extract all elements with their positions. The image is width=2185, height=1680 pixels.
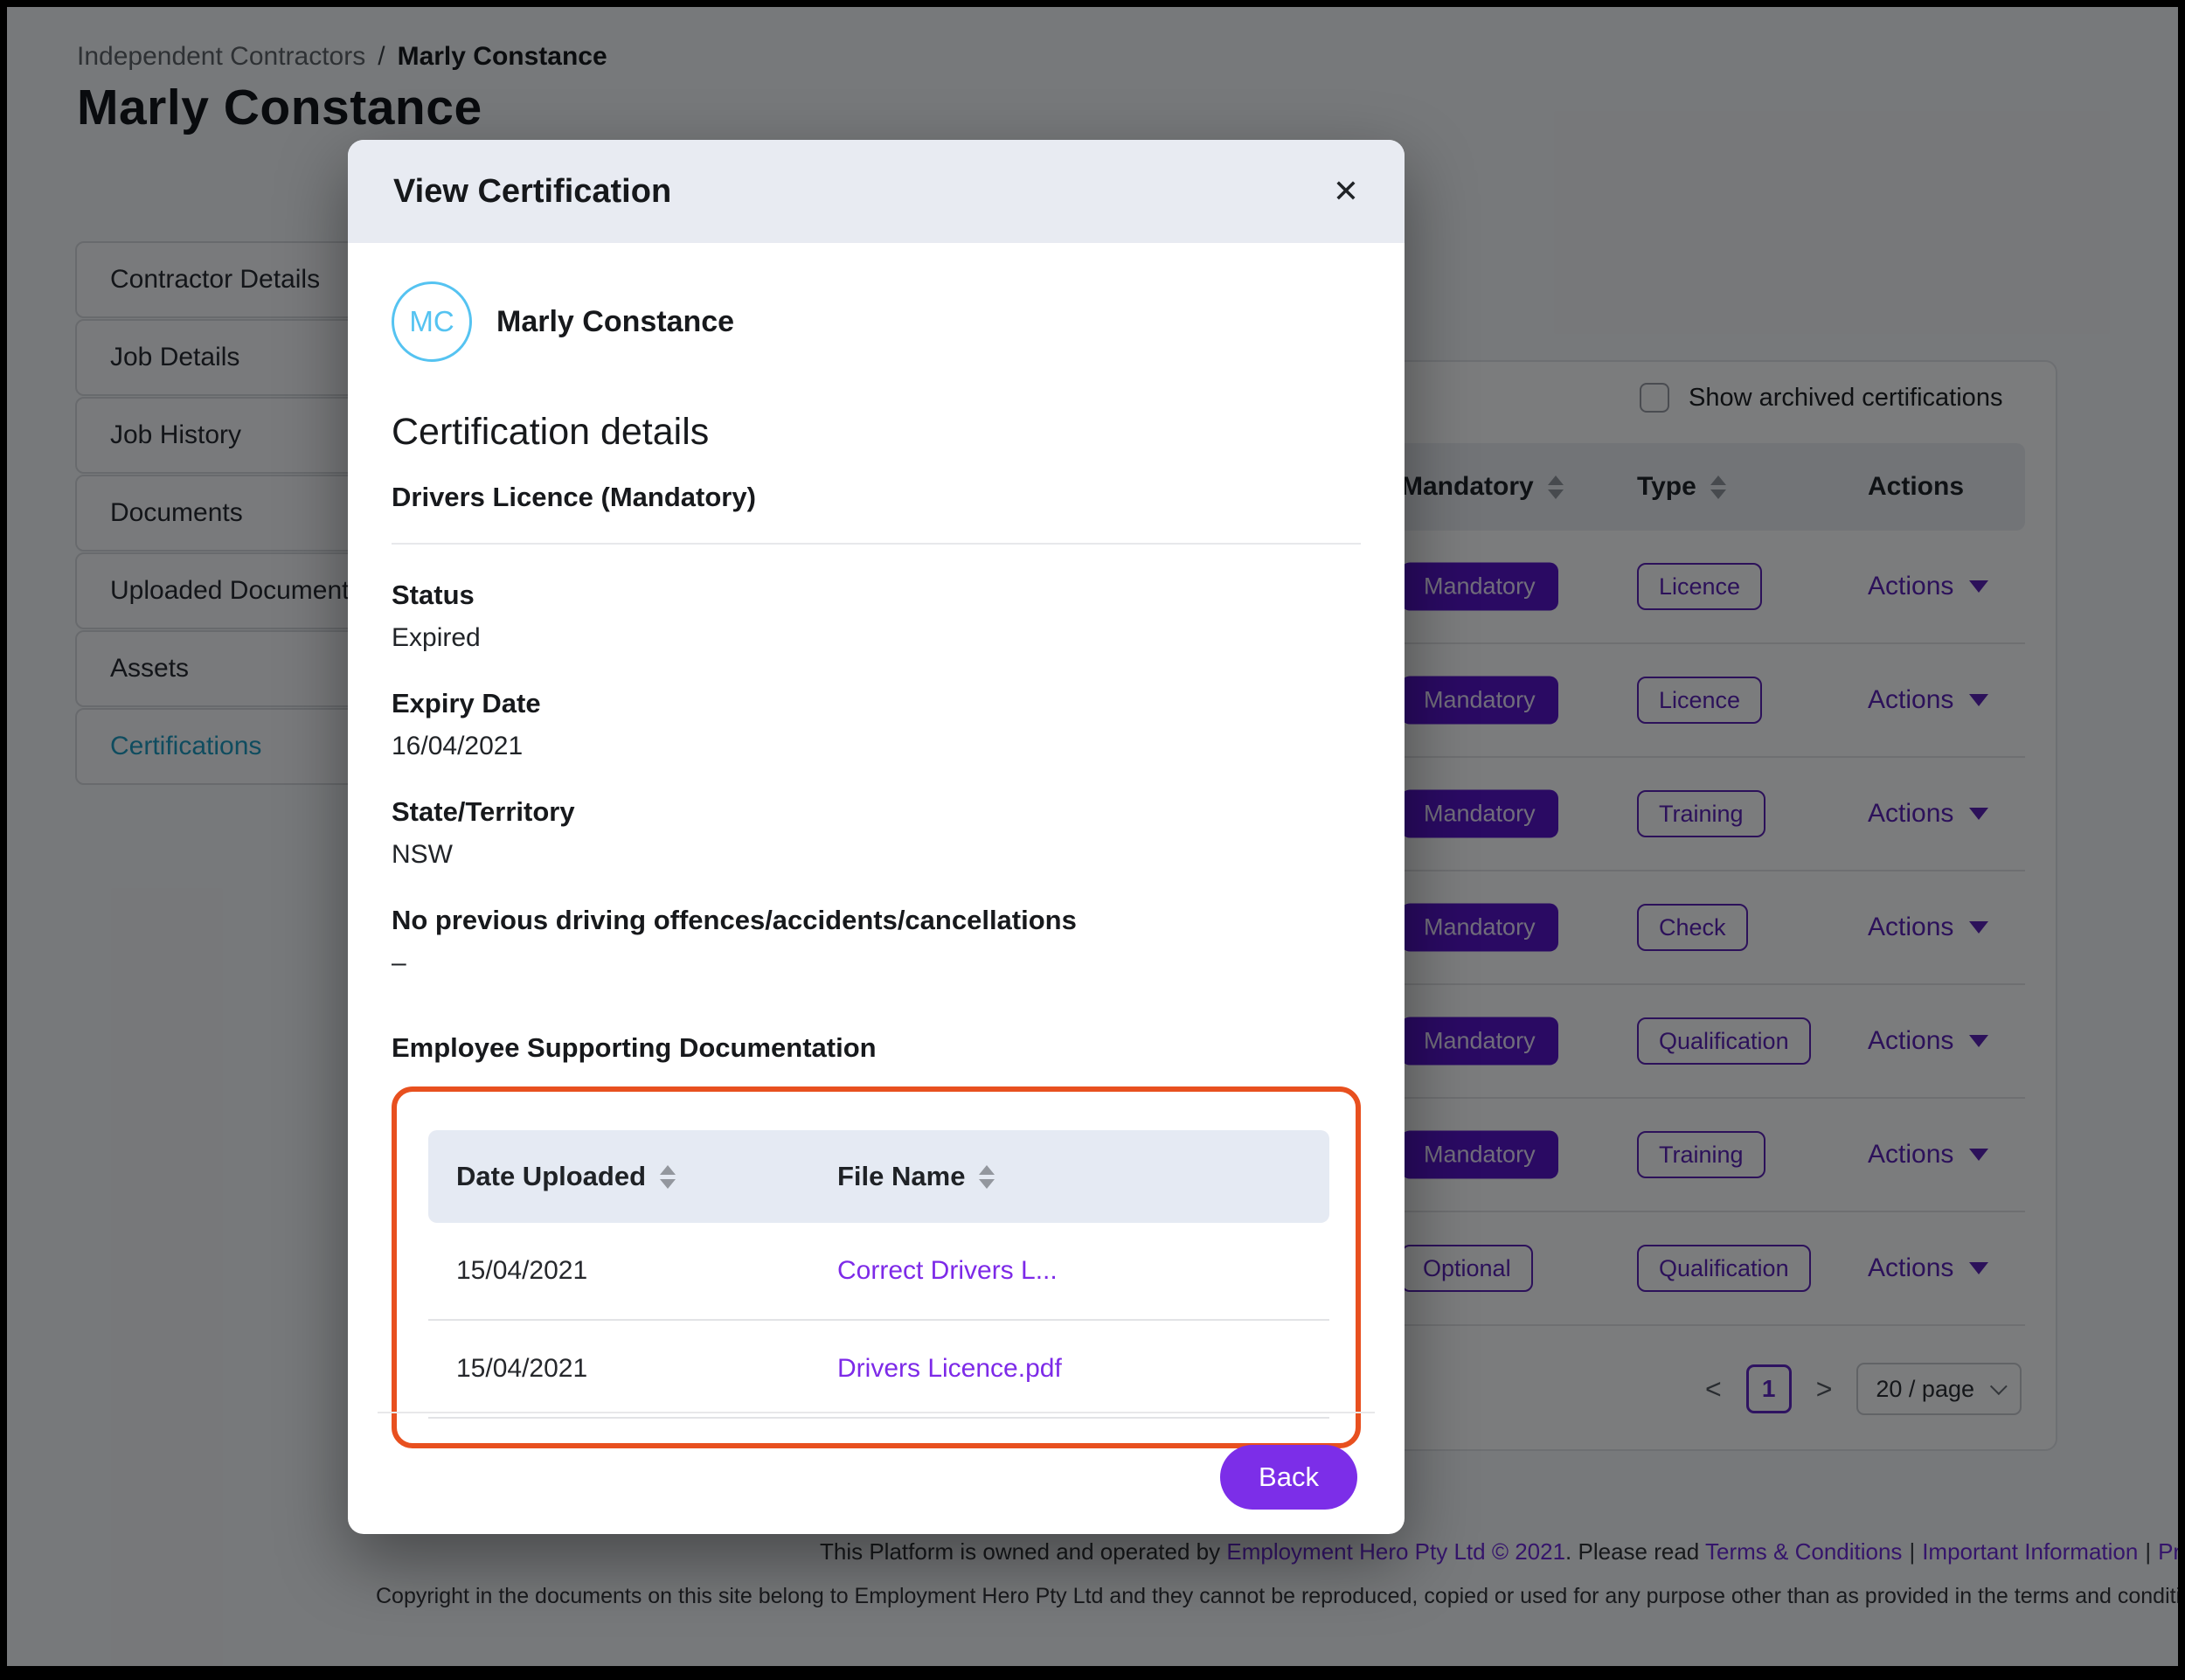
field-label: Status	[392, 580, 475, 610]
modal-footer: Back	[348, 1412, 1405, 1534]
certification-fields: Status Expired Expiry Date 16/04/2021 State/…	[392, 580, 1361, 978]
avatar: MC	[392, 281, 472, 362]
modal-title: View Certification	[393, 172, 672, 210]
document-file-link[interactable]: Drivers Licence.pdf	[837, 1354, 1062, 1383]
section-title: Certification details	[392, 411, 710, 453]
person-name: Marly Constance	[496, 304, 735, 338]
docs-table-header: Date Uploaded File Name	[428, 1130, 1329, 1223]
field-label: Expiry Date	[392, 688, 541, 719]
docs-table-body: 15/04/2021 Correct Drivers L... 15/04/2021…	[428, 1223, 1329, 1419]
divider	[392, 543, 1361, 545]
document-date: 15/04/2021	[456, 1256, 588, 1285]
field-label: No previous driving offences/accidents/c…	[392, 905, 1077, 935]
docs-highlight-box: Date Uploaded File Name 15/04/2021 Correc…	[392, 1086, 1361, 1448]
modal-header: View Certification ✕	[348, 140, 1405, 243]
document-date: 15/04/2021	[456, 1354, 588, 1383]
field-label: State/Territory	[392, 796, 575, 827]
view-certification-modal: View Certification ✕ MC Marly Constance …	[348, 140, 1405, 1534]
modal-body: MC Marly Constance Certification details…	[348, 281, 1405, 1448]
person-row: MC Marly Constance	[392, 281, 1361, 362]
certification-name: Drivers Licence (Mandatory)	[392, 482, 756, 512]
docs-column-file: File Name	[837, 1161, 995, 1192]
field-value: NSW	[392, 840, 453, 869]
divider	[378, 1412, 1375, 1413]
docs-column-date-label: Date Uploaded	[456, 1161, 647, 1191]
close-icon[interactable]: ✕	[1332, 173, 1359, 209]
background-page: Independent Contractors / Marly Constanc…	[7, 7, 2178, 1666]
field-value: Expired	[392, 623, 481, 652]
sort-date-uploaded-icon[interactable]	[660, 1164, 676, 1189]
sort-file-name-icon[interactable]	[979, 1164, 995, 1189]
field-value: –	[392, 948, 406, 977]
document-file-link[interactable]: Correct Drivers L...	[837, 1256, 1058, 1285]
document-row: 15/04/2021 Drivers Licence.pdf	[428, 1321, 1329, 1419]
back-button[interactable]: Back	[1220, 1445, 1357, 1510]
document-row: 15/04/2021 Correct Drivers L...	[428, 1223, 1329, 1321]
docs-column-date: Date Uploaded	[456, 1161, 837, 1192]
docs-column-file-label: File Name	[837, 1161, 966, 1191]
docs-heading: Employee Supporting Documentation	[392, 1032, 877, 1063]
field-value: 16/04/2021	[392, 732, 524, 760]
